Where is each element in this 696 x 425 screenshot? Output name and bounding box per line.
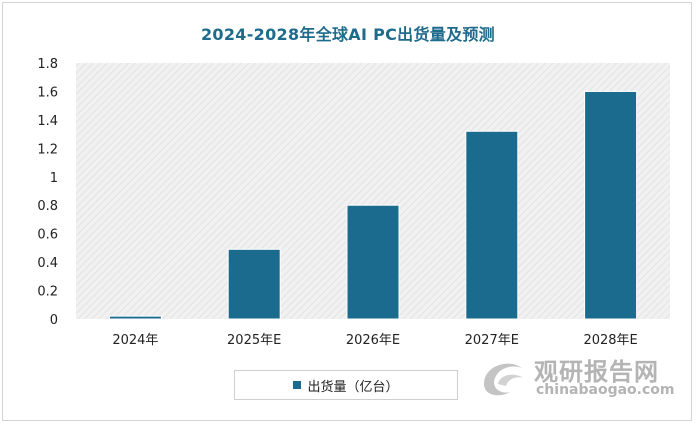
watermark: 观研报告网 chinabaogao.com — [478, 350, 678, 404]
bar — [227, 248, 281, 320]
y-tick-label: 0.8 — [37, 199, 58, 214]
x-tick-label: 2026年E — [346, 333, 400, 348]
y-tick-label: 0.6 — [37, 228, 58, 243]
legend-label: 出货量（亿台） — [307, 379, 399, 395]
bar — [108, 315, 162, 320]
watermark-logo-icon — [484, 363, 524, 396]
y-tick-label: 1 — [50, 171, 58, 186]
x-tick-label: 2024年 — [112, 333, 158, 348]
y-tick-label: 1.8 — [37, 57, 58, 72]
legend-swatch — [293, 381, 302, 389]
y-tick-label: 1.2 — [37, 142, 58, 157]
watermark-name-cn: 观研报告网 — [534, 358, 659, 386]
y-axis: 0 0.2 0.4 0.6 0.8 1 1.2 1.4 1.6 1.8 — [37, 57, 58, 328]
bar — [584, 90, 638, 320]
chart-title: 2024-2028年全球AI PC出货量及预测 — [201, 25, 495, 44]
y-tick-label: 0.2 — [37, 285, 58, 300]
x-tick-label: 2025年E — [227, 333, 281, 348]
y-tick-label: 1.6 — [37, 85, 58, 100]
y-tick-label: 0 — [50, 313, 58, 328]
bar — [346, 204, 400, 320]
y-tick-label: 0.4 — [37, 256, 58, 271]
x-tick-label: 2028年E — [583, 333, 637, 348]
legend: 出货量（亿台） — [234, 370, 458, 400]
watermark-name-en: chinabaogao.com — [536, 382, 675, 398]
bar — [465, 130, 519, 320]
y-tick-label: 1.4 — [37, 114, 58, 129]
bars — [108, 90, 638, 320]
x-tick-label: 2027年E — [465, 333, 519, 348]
x-axis: 2024年 2025年E 2026年E 2027年E 2028年E — [112, 333, 637, 348]
